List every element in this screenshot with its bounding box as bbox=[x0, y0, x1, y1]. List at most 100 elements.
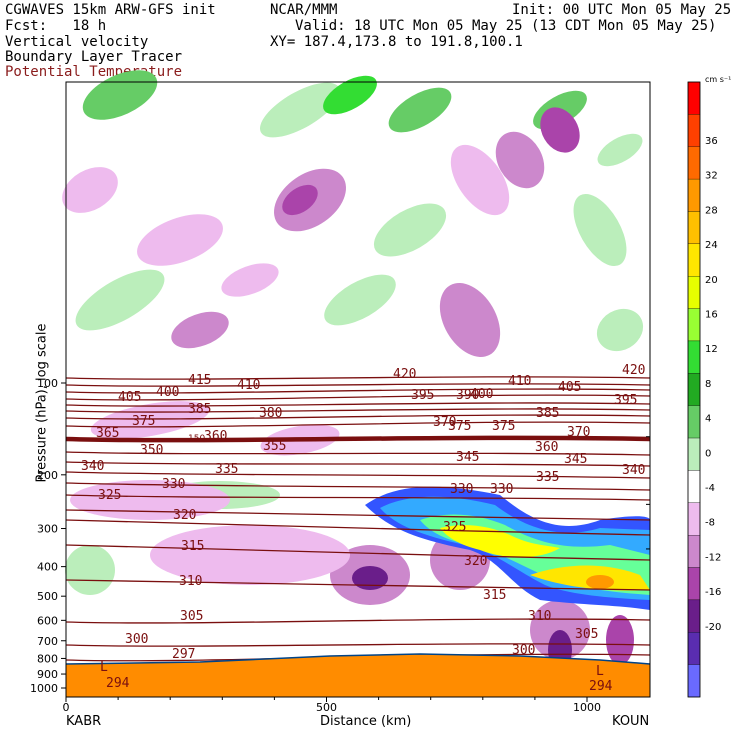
colorbar-level-4: 4 bbox=[705, 414, 711, 425]
colorbar-swatch-7 bbox=[687, 308, 701, 342]
init-time: Init: 00 UTC Mon 05 May 25 bbox=[512, 2, 732, 18]
theta-contour-1 bbox=[65, 383, 651, 387]
isentrope-label-375: 375 bbox=[132, 414, 155, 429]
plume-core-1 bbox=[440, 525, 560, 558]
isentrope-label-345: 345 bbox=[456, 450, 479, 465]
colorbar-swatch-11 bbox=[687, 437, 701, 471]
theta-contour-0 bbox=[65, 376, 651, 380]
isentrope-label-r-17: 315 bbox=[483, 588, 506, 603]
low-marker-1: L bbox=[596, 664, 604, 679]
colorbar-swatch-18 bbox=[687, 664, 701, 698]
w-shade-8 bbox=[137, 214, 223, 266]
isentrope-label-r-7: 375 bbox=[492, 419, 515, 434]
isentrope-label-320: 320 bbox=[173, 508, 196, 523]
theta-contour-20 bbox=[65, 643, 651, 647]
isentrope-label-355: 355 bbox=[263, 439, 286, 454]
w-shade-17 bbox=[439, 283, 501, 357]
colorbar-swatch-14 bbox=[687, 535, 701, 568]
colorbar-swatch-13 bbox=[687, 502, 701, 536]
valid-time: Valid: 18 UTC Mon 05 May 25 (13 CDT Mon … bbox=[295, 18, 717, 34]
colorbar-level--8: -8 bbox=[705, 518, 715, 529]
theta-contour-15 bbox=[65, 509, 651, 521]
xy-coords: XY= 187.4,173.8 to 191.8,100.1 bbox=[270, 34, 523, 50]
y-tick-label-100: 100 bbox=[37, 377, 58, 390]
w-shade-31 bbox=[606, 615, 634, 665]
colorbar-swatch-16 bbox=[687, 599, 701, 633]
isentrope-label-r-15: 325 bbox=[443, 520, 466, 535]
isentrope-label-r-5: 385 bbox=[536, 406, 559, 421]
terrain bbox=[66, 654, 650, 697]
isentrope-label-r-9: 360 bbox=[535, 440, 558, 455]
w-shade-28 bbox=[65, 545, 115, 595]
colorbar-level-36: 36 bbox=[705, 136, 718, 147]
isentrope-label-r-6: 375 bbox=[448, 419, 471, 434]
y-tick-label-200: 200 bbox=[37, 469, 58, 482]
field-vertical-velocity: Vertical velocity bbox=[5, 34, 149, 50]
isentrope-label-294: 294 bbox=[106, 676, 130, 691]
isentrope-label-r-12: 335 bbox=[536, 470, 559, 485]
theta-contour-18 bbox=[65, 579, 651, 591]
colorbar-swatch-8 bbox=[687, 340, 701, 374]
theta-contour-17 bbox=[65, 544, 651, 561]
theta-contour-9 bbox=[65, 437, 651, 443]
y-tick-label-800: 800 bbox=[37, 652, 58, 665]
theta-contour-12 bbox=[65, 471, 651, 479]
x-tick-label-0: 0 bbox=[63, 701, 70, 714]
w-shade-5 bbox=[597, 133, 643, 167]
isentrope-label-390: 390 bbox=[456, 388, 479, 403]
theta-contour-2 bbox=[65, 388, 651, 394]
isentrope-label-r-18: 310 bbox=[528, 609, 551, 624]
colorbar-unit: cm s⁻¹ bbox=[705, 75, 732, 84]
theta-contour-7 bbox=[65, 421, 651, 428]
isentrope-label-325: 325 bbox=[98, 488, 121, 503]
w-shade-2 bbox=[323, 75, 377, 115]
org-label: NCAR/MMM bbox=[270, 2, 338, 18]
isentrope-label-340: 340 bbox=[81, 459, 104, 474]
isentrope-label-330: 330 bbox=[162, 477, 185, 492]
theta-contour-11 bbox=[65, 461, 651, 467]
isentrope-label-r-19: 305 bbox=[575, 627, 598, 642]
isentrope-label-415: 415 bbox=[188, 373, 211, 388]
colorbar-swatch-12 bbox=[687, 470, 701, 503]
right-station-label: KOUN bbox=[612, 714, 650, 729]
left-station-label: KABR bbox=[66, 714, 102, 729]
field-boundary-layer-tracer: Boundary Layer Tracer bbox=[5, 49, 183, 65]
w-shade-11 bbox=[495, 131, 545, 189]
w-shade-18 bbox=[62, 167, 118, 213]
colorbar-swatch-6 bbox=[687, 276, 701, 309]
w-shade-7 bbox=[282, 184, 318, 216]
colorbar-swatch-1 bbox=[687, 114, 701, 147]
isentrope-label-370: 370 bbox=[433, 415, 456, 430]
isentrope-label-335: 335 bbox=[215, 462, 238, 477]
theta-contour-14 bbox=[65, 494, 651, 501]
colorbar-level-28: 28 bbox=[705, 205, 718, 216]
colorbar-level-8: 8 bbox=[705, 379, 711, 390]
plot-frame bbox=[65, 81, 651, 698]
colorbar-level-16: 16 bbox=[705, 310, 718, 321]
isentrope-label-297: 297 bbox=[172, 647, 195, 662]
w-shade-10 bbox=[450, 144, 510, 216]
terrain-outline bbox=[65, 653, 651, 665]
isentrope-label-r-8: 370 bbox=[567, 425, 590, 440]
colorbar-level-24: 24 bbox=[705, 240, 718, 251]
isentrope-label-r-4: 400 bbox=[470, 387, 493, 402]
isentrope-label-r-0: 410 bbox=[508, 374, 531, 389]
colorbar-swatch-0 bbox=[687, 81, 701, 115]
colorbar-frame bbox=[687, 81, 701, 698]
w-shade-9 bbox=[373, 203, 447, 257]
w-shade-13 bbox=[573, 193, 627, 267]
model-title: CGWAVES 15km ARW-GFS init bbox=[5, 2, 216, 18]
y-axis-label: Pressure (hPa), log scale bbox=[34, 323, 50, 483]
w-shade-3 bbox=[388, 87, 452, 133]
isentrope-label-r-16: 320 bbox=[464, 554, 487, 569]
isentrope-label-315: 315 bbox=[181, 539, 204, 554]
colorbar-swatch-9 bbox=[687, 373, 701, 406]
y-tick-label-900: 900 bbox=[37, 668, 58, 681]
plume-core-3 bbox=[586, 575, 614, 589]
w-shade-16 bbox=[324, 274, 396, 326]
w-shade-26 bbox=[150, 525, 350, 585]
low-marker-0: L bbox=[100, 660, 108, 675]
w-shade-19 bbox=[171, 311, 229, 349]
tropopause-label: 150 bbox=[188, 434, 205, 444]
theta-contour-10 bbox=[65, 451, 651, 456]
